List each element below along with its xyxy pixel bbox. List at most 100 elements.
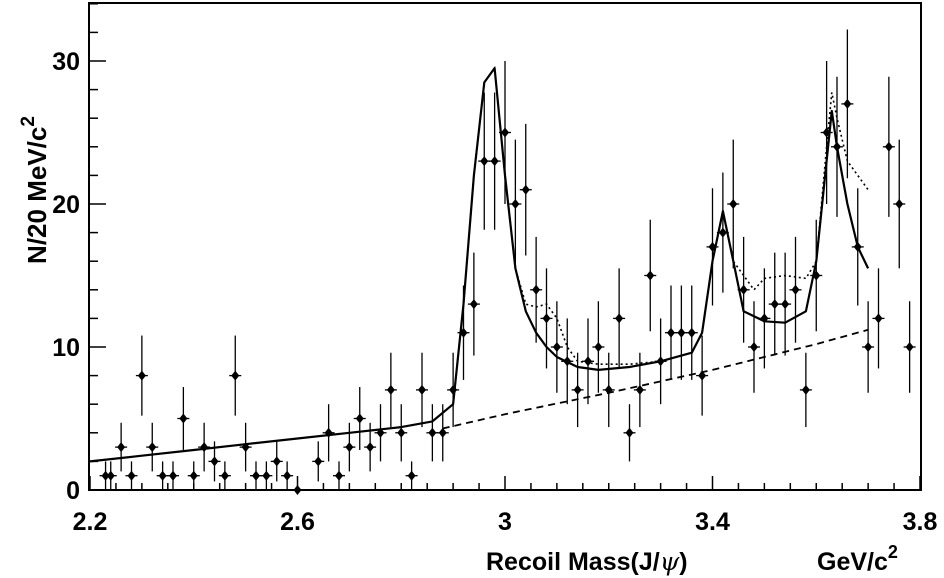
- data-point: [615, 313, 624, 324]
- data-point: [106, 470, 115, 481]
- y-axis-title: N/20 MeV/c2: [18, 116, 52, 264]
- x-axis-title-psi: ψ: [660, 547, 680, 576]
- data-point: [220, 470, 229, 481]
- background-curve-dashed: [442, 328, 869, 430]
- data-point: [101, 470, 110, 481]
- data-point: [708, 241, 717, 252]
- x-tick-label: 3.8: [903, 508, 938, 536]
- x-axis-unit-exp: 2: [888, 542, 898, 562]
- data-point: [293, 485, 302, 495]
- data-point: [241, 442, 250, 453]
- data-point: [283, 470, 292, 481]
- data-point: [833, 141, 841, 152]
- data-point: [677, 327, 686, 338]
- data-point: [459, 327, 468, 338]
- data-point: [189, 470, 198, 481]
- data-point: [501, 127, 509, 138]
- data-point: [584, 356, 592, 367]
- data-point: [438, 427, 447, 438]
- data-point: [687, 327, 696, 338]
- data-point: [760, 313, 769, 324]
- data-point: [698, 370, 707, 381]
- axis-ticks: [89, 3, 921, 491]
- y-tick-label: 10: [52, 334, 80, 362]
- data-point: [718, 227, 727, 238]
- data-point: [117, 442, 126, 453]
- data-point: [729, 199, 738, 209]
- x-axis-unit-main: GeV/c: [817, 548, 888, 576]
- data-point: [407, 470, 416, 481]
- data-point: [635, 384, 644, 395]
- data-point: [822, 127, 831, 138]
- data-point: [594, 342, 603, 352]
- data-point: [864, 342, 873, 352]
- data-point: [200, 442, 209, 453]
- data-point: [646, 270, 655, 281]
- data-point: [853, 241, 862, 252]
- y-tick-label: 30: [52, 48, 80, 76]
- data-point: [812, 270, 821, 281]
- data-point: [656, 356, 665, 367]
- data-point: [210, 456, 219, 467]
- data-point: [905, 342, 914, 352]
- fit-curves: [89, 65, 870, 463]
- data-point: [179, 413, 188, 424]
- data-point: [770, 299, 779, 310]
- data-points: [101, 98, 914, 495]
- x-axis-title: Recoil Mass(J/ψ): [486, 547, 688, 576]
- data-point: [542, 313, 551, 324]
- data-point: [781, 299, 790, 310]
- x-tick-label: 2.2: [73, 508, 108, 536]
- data-point: [272, 456, 281, 467]
- y-tick-label: 0: [66, 477, 80, 505]
- data-point: [314, 456, 323, 467]
- data-point: [355, 413, 364, 424]
- data-point: [573, 384, 582, 395]
- data-point: [169, 470, 177, 481]
- data-point: [801, 384, 810, 395]
- y-axis-title-exp: 2: [18, 116, 39, 127]
- data-point: [884, 141, 893, 152]
- data-point: [469, 299, 478, 310]
- data-point: [843, 98, 852, 109]
- x-axis-title-main: Recoil Mass(J/: [486, 548, 660, 576]
- data-point: [148, 442, 157, 453]
- x-tick-label: 3: [498, 508, 512, 536]
- data-point: [625, 427, 634, 438]
- data-point: [252, 470, 260, 481]
- data-point: [345, 442, 354, 453]
- data-point: [386, 384, 395, 395]
- data-point: [490, 156, 499, 167]
- data-point: [137, 370, 146, 381]
- tick-labels: 2.2 2.6 3 3.4 3.8 0 10 20 30: [52, 48, 937, 536]
- data-point: [397, 427, 406, 438]
- data-point: [750, 342, 758, 352]
- y-axis-title-main: N/20 MeV/c: [22, 127, 52, 264]
- data-point: [874, 313, 883, 324]
- data-point: [511, 199, 520, 209]
- data-point: [532, 284, 541, 295]
- data-point: [739, 284, 748, 295]
- fit-curve-solid: [89, 67, 870, 463]
- data-point: [521, 184, 530, 195]
- data-point: [231, 370, 240, 381]
- data-point: [158, 470, 167, 481]
- data-point: [418, 384, 426, 395]
- x-tick-label: 3.4: [695, 508, 730, 536]
- x-tick-label: 2.6: [280, 508, 315, 536]
- data-point: [335, 470, 343, 481]
- data-point: [480, 156, 489, 167]
- data-point: [552, 342, 561, 352]
- x-axis-unit: GeV/c2: [817, 542, 898, 576]
- x-axis-title-close: ): [679, 548, 687, 576]
- data-point: [127, 470, 136, 481]
- data-point: [667, 327, 675, 338]
- data-point: [262, 470, 271, 481]
- y-tick-label: 20: [52, 191, 80, 219]
- data-point: [604, 384, 613, 395]
- data-point: [324, 427, 333, 438]
- error-bars: [99, 29, 916, 491]
- data-point: [563, 356, 572, 367]
- data-point: [376, 427, 385, 438]
